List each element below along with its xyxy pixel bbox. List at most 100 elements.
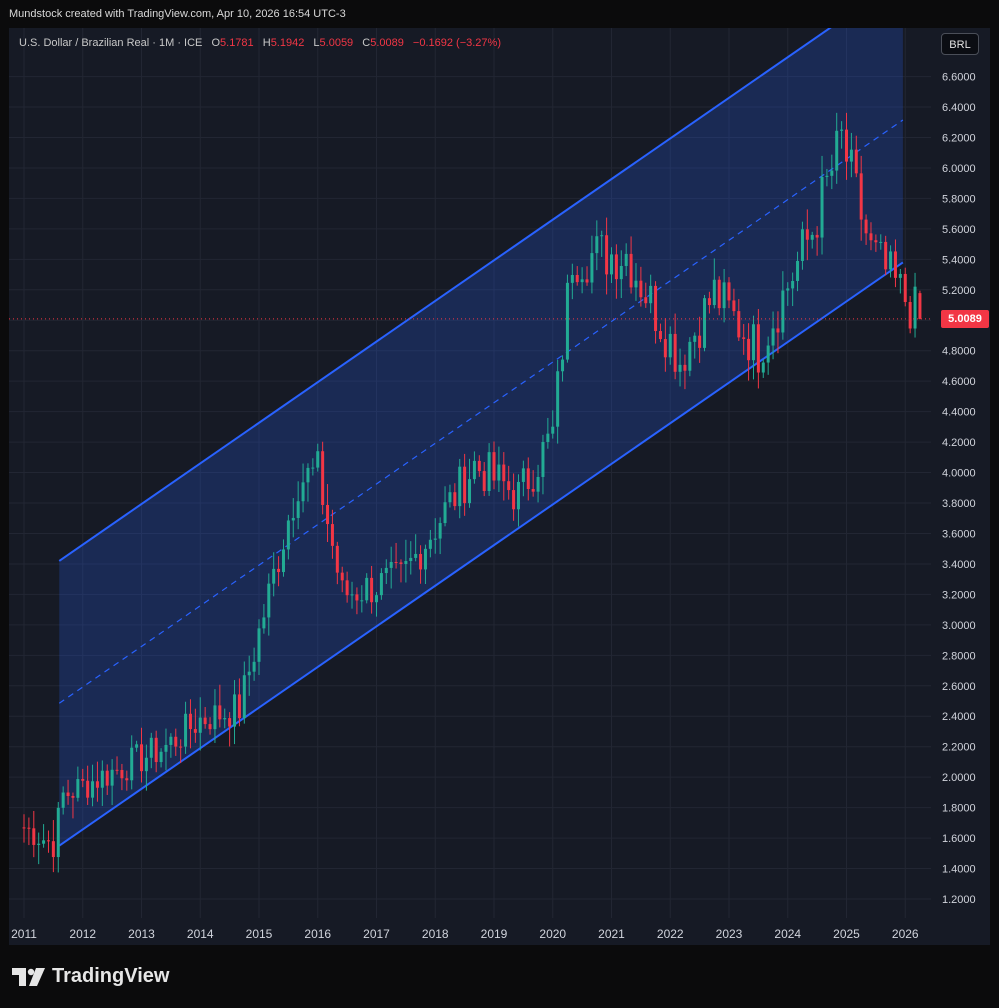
candle-body[interactable] — [771, 328, 775, 346]
candle-body[interactable] — [649, 285, 653, 304]
candle-body[interactable] — [296, 501, 300, 518]
candle-body[interactable] — [237, 694, 241, 719]
candle-body[interactable] — [492, 452, 496, 481]
candle-body[interactable] — [458, 466, 462, 507]
candle-body[interactable] — [879, 241, 883, 243]
candle-body[interactable] — [56, 807, 60, 858]
candle-body[interactable] — [321, 451, 325, 505]
candle-body[interactable] — [497, 464, 501, 481]
candle-body[interactable] — [595, 236, 599, 254]
candle-body[interactable] — [326, 504, 330, 525]
candle-body[interactable] — [360, 600, 364, 602]
candle-body[interactable] — [149, 737, 153, 758]
candle-body[interactable] — [864, 219, 868, 234]
candle-body[interactable] — [208, 724, 212, 730]
candle-body[interactable] — [125, 778, 129, 781]
candle-body[interactable] — [272, 568, 276, 584]
candle-body[interactable] — [756, 324, 760, 373]
candle-body[interactable] — [516, 481, 520, 510]
candle-body[interactable] — [135, 744, 139, 748]
candle-body[interactable] — [468, 479, 472, 504]
candle-body[interactable] — [644, 297, 648, 304]
candle-body[interactable] — [66, 792, 70, 796]
candle-body[interactable] — [737, 311, 741, 338]
candle-body[interactable] — [703, 298, 707, 348]
candle-body[interactable] — [546, 433, 550, 442]
candle-body[interactable] — [154, 737, 158, 763]
candle-body[interactable] — [32, 828, 36, 845]
candle-body[interactable] — [805, 229, 809, 240]
candle-body[interactable] — [247, 671, 251, 676]
candle-body[interactable] — [188, 713, 192, 730]
candle-body[interactable] — [693, 335, 697, 342]
candle-body[interactable] — [663, 339, 667, 358]
candle-body[interactable] — [796, 260, 800, 281]
candle-body[interactable] — [281, 549, 285, 573]
candle-body[interactable] — [433, 538, 437, 540]
candle-body[interactable] — [110, 769, 114, 786]
candle-body[interactable] — [350, 594, 354, 596]
candle-body[interactable] — [639, 280, 643, 298]
candle-body[interactable] — [120, 769, 124, 779]
candle-body[interactable] — [903, 273, 907, 303]
candle-body[interactable] — [487, 452, 491, 491]
candle-body[interactable] — [610, 254, 613, 275]
candle-body[interactable] — [22, 827, 26, 829]
candle-body[interactable] — [786, 288, 790, 291]
candle-body[interactable] — [507, 481, 511, 491]
candle-body[interactable] — [551, 426, 555, 434]
candle-body[interactable] — [409, 557, 413, 562]
candle-body[interactable] — [683, 364, 687, 371]
candle-body[interactable] — [262, 617, 266, 629]
candle-body[interactable] — [379, 573, 383, 596]
candle-body[interactable] — [673, 333, 677, 372]
candle-body[interactable] — [688, 341, 692, 371]
candle-body[interactable] — [678, 364, 682, 372]
candle-body[interactable] — [242, 675, 246, 719]
candle-body[interactable] — [218, 705, 222, 720]
candle-body[interactable] — [791, 280, 795, 289]
candle-body[interactable] — [614, 254, 618, 280]
candle-body[interactable] — [448, 492, 452, 503]
candle-body[interactable] — [140, 744, 143, 772]
candle-body[interactable] — [419, 553, 423, 570]
candle-body[interactable] — [556, 371, 560, 427]
candle-body[interactable] — [81, 779, 85, 781]
candle-body[interactable] — [781, 290, 785, 333]
candle-body[interactable] — [634, 280, 638, 288]
candle-body[interactable] — [159, 751, 163, 763]
channel-midline[interactable] — [58, 119, 904, 704]
candle-body[interactable] — [203, 717, 207, 725]
candle-body[interactable] — [394, 561, 398, 563]
candle-body[interactable] — [213, 705, 217, 730]
candle-body[interactable] — [404, 561, 408, 564]
candle-body[interactable] — [306, 467, 310, 483]
candle-body[interactable] — [747, 338, 751, 361]
candle-body[interactable] — [144, 757, 148, 772]
candle-body[interactable] — [502, 464, 506, 482]
candle-body[interactable] — [91, 781, 95, 798]
candle-body[interactable] — [291, 517, 295, 521]
candle-body[interactable] — [585, 279, 589, 283]
candle-body[interactable] — [908, 302, 912, 329]
candle-body[interactable] — [536, 476, 540, 492]
candle-body[interactable] — [27, 827, 31, 829]
candle-body[interactable] — [668, 333, 672, 358]
candle-body[interactable] — [605, 235, 609, 275]
candle-body[interactable] — [169, 736, 173, 745]
candle-body[interactable] — [884, 241, 888, 270]
candle-body[interactable] — [629, 253, 633, 288]
candle-body[interactable] — [164, 744, 168, 752]
candle-body[interactable] — [590, 253, 594, 283]
candle-body[interactable] — [820, 176, 824, 238]
candle-body[interactable] — [384, 567, 388, 574]
candle-body[interactable] — [335, 545, 339, 573]
candle-body[interactable] — [252, 661, 256, 672]
candle-body[interactable] — [365, 577, 369, 601]
candle-body[interactable] — [840, 129, 844, 131]
candle-body[interactable] — [654, 285, 658, 332]
candle-body[interactable] — [428, 539, 432, 549]
candle-body[interactable] — [541, 441, 545, 477]
candle-body[interactable] — [889, 251, 893, 270]
candle-body[interactable] — [223, 718, 227, 720]
